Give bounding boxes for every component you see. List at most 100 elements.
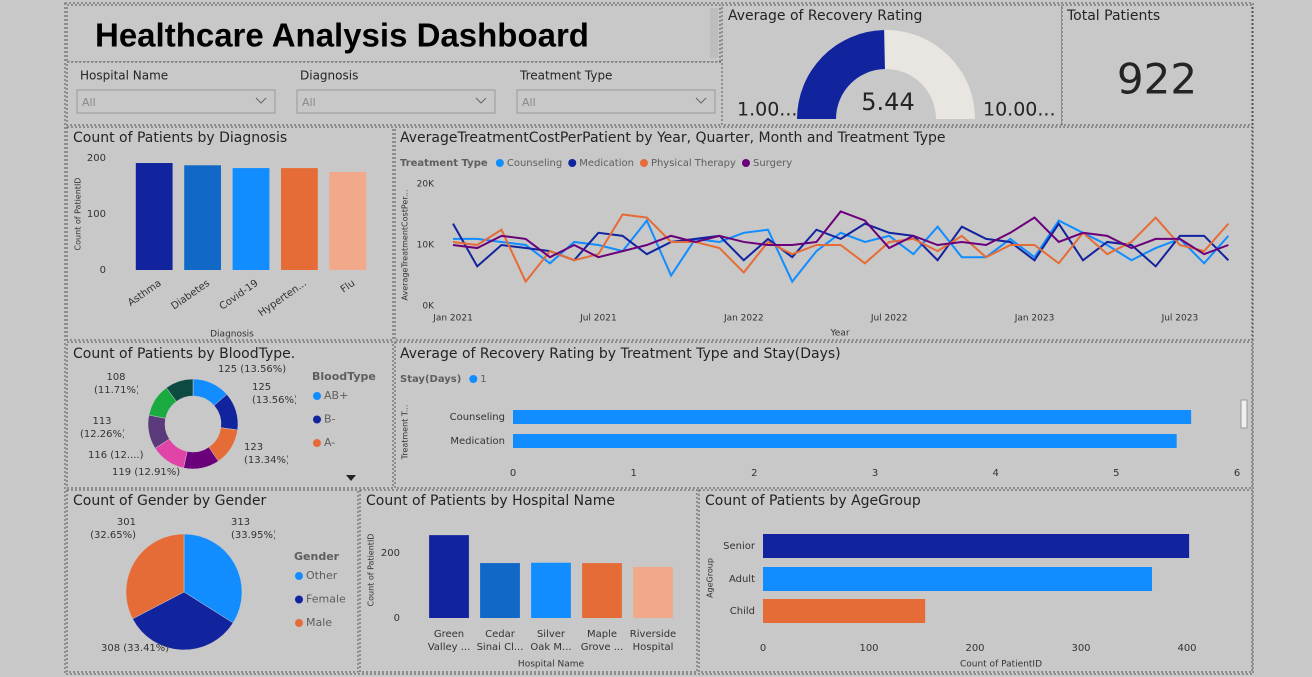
y-tick-label: Adult xyxy=(729,574,755,585)
x-tick-label: 4 xyxy=(992,468,998,479)
panel-title: Count of Patients by Hospital Name xyxy=(366,493,615,509)
line-series xyxy=(453,218,1230,284)
x-tick-label: 2 xyxy=(751,468,757,479)
data-label-box: 113 (12.26%) xyxy=(80,416,124,440)
data-label-box: 308 (33.41%) xyxy=(101,643,169,654)
x-tick-label: Green Valley ... xyxy=(427,629,471,653)
filter-dropdown[interactable] xyxy=(76,89,276,114)
legend-label: Other xyxy=(306,569,338,582)
data-label-box: 301 (32.65%) xyxy=(90,517,136,541)
y-tick-label: 100 xyxy=(87,209,106,220)
legend-swatch xyxy=(295,572,303,580)
bar xyxy=(763,599,926,623)
y-tick-label: 10K xyxy=(417,241,435,251)
legend-label: B- xyxy=(324,413,336,426)
x-tick-label: Jul 2022 xyxy=(870,314,908,324)
y-tick-label: Counseling xyxy=(450,412,505,423)
bar xyxy=(763,567,1153,591)
bar xyxy=(582,563,622,618)
filter-dropdown[interactable] xyxy=(516,89,716,114)
y-tick-label: Child xyxy=(730,606,755,617)
x-tick-label: Cedar Sinai Cl... xyxy=(476,629,524,653)
legend-scroll-arrow[interactable] xyxy=(346,475,356,481)
legend-label: Female xyxy=(306,593,346,606)
pie-slice xyxy=(183,533,243,624)
bar xyxy=(184,165,221,270)
legend-title: Treatment Type xyxy=(400,158,488,169)
filter-label: Diagnosis xyxy=(300,69,358,83)
x-tick-label: Jul 2021 xyxy=(579,314,617,324)
x-axis-title: Count of PatientID xyxy=(960,660,1042,670)
x-axis-title: Year xyxy=(829,329,849,339)
data-label: 123 (13.34%) xyxy=(244,442,288,466)
gauge-value xyxy=(797,30,885,120)
data-label: 108 (11.71%) xyxy=(94,372,138,396)
filter-value: All xyxy=(302,96,316,109)
bar xyxy=(633,566,673,618)
data-label-box: 125 (13.56%) xyxy=(218,364,287,375)
outer-frame xyxy=(64,2,1254,675)
y-tick-label: 200 xyxy=(87,153,106,164)
data-label: 119 (12.91%) xyxy=(112,467,181,478)
data-label-box: 108 (11.71%) xyxy=(94,372,138,396)
legend-swatch xyxy=(568,159,577,167)
title-panel xyxy=(66,4,721,63)
line-series xyxy=(452,210,1229,259)
data-label: 313 (33.95%) xyxy=(231,517,275,541)
pie-slice xyxy=(166,378,194,402)
y-tick-label: Medication xyxy=(450,436,505,447)
x-axis-title: Hospital Name xyxy=(518,660,585,670)
data-label: 125 (13.56%) xyxy=(218,364,287,375)
legend-title: BloodType xyxy=(312,370,376,383)
dashboard-title: Healthcare Analysis Dashboard xyxy=(95,17,589,54)
y-axis-title: AgeGroup xyxy=(706,558,715,598)
panel-title: Average of Recovery Rating xyxy=(728,8,922,24)
x-tick-label: 3 xyxy=(872,468,878,479)
x-tick-label: 300 xyxy=(1071,643,1090,654)
bar xyxy=(135,163,173,270)
data-label-box: 125 (13.56%) xyxy=(252,382,296,406)
y-axis-title: Count of PatientID xyxy=(367,534,376,607)
filter-dropdown[interactable] xyxy=(296,89,496,114)
x-tick-label: Maple Grove ... xyxy=(580,629,624,653)
pie-slice xyxy=(125,533,185,620)
x-tick-label: 400 xyxy=(1177,643,1196,654)
x-axis-title: Diagnosis xyxy=(210,330,254,340)
filter-label: Treatment Type xyxy=(519,69,612,83)
x-tick-label: 1 xyxy=(630,468,636,479)
card-label: Total Patients xyxy=(1066,8,1160,24)
panel-title: Count of Patients by BloodType. xyxy=(73,346,295,362)
bar xyxy=(480,563,520,618)
x-tick-label: 0 xyxy=(760,643,766,654)
legend-swatch xyxy=(495,159,504,167)
y-axis-title: AverageTreatmentCostPer... xyxy=(401,190,410,301)
x-tick-label: Silver Oak M... xyxy=(530,629,572,653)
dropdown-chevron xyxy=(695,97,707,104)
panel-title: Count of Gender by Gender xyxy=(73,493,266,509)
y-tick-label: 200 xyxy=(381,548,400,559)
legend-label: A- xyxy=(324,436,335,449)
legend-label: Male xyxy=(306,616,332,629)
data-label-box: 119 (12.91%) xyxy=(112,467,181,478)
legend-label: Surgery xyxy=(753,158,792,169)
bar xyxy=(763,534,1190,558)
dropdown-chevron xyxy=(255,97,267,104)
data-label: 125 (13.56%) xyxy=(252,382,296,406)
legend-swatch xyxy=(313,439,321,447)
legend-title: Stay(Days) xyxy=(400,374,461,385)
scrollbar[interactable] xyxy=(1240,399,1248,429)
legend-swatch xyxy=(639,159,648,167)
x-tick-label: Jan 2021 xyxy=(432,314,473,324)
y-tick-label: 0 xyxy=(100,265,106,276)
legend-label: Physical Therapy xyxy=(651,158,736,169)
gauge-max-label: 10.00... xyxy=(983,99,1056,121)
y-tick-label: Senior xyxy=(723,541,756,552)
x-tick-label-box: Maple Grove ... xyxy=(580,629,624,653)
data-label-box: 116 (12....) xyxy=(88,450,144,461)
legend-swatch xyxy=(313,392,321,400)
pie-slice xyxy=(132,591,234,651)
data-label-box: 123 (13.34%) xyxy=(244,442,288,466)
filter-value: All xyxy=(82,96,96,109)
x-tick-label-box: Silver Oak M... xyxy=(530,629,572,653)
